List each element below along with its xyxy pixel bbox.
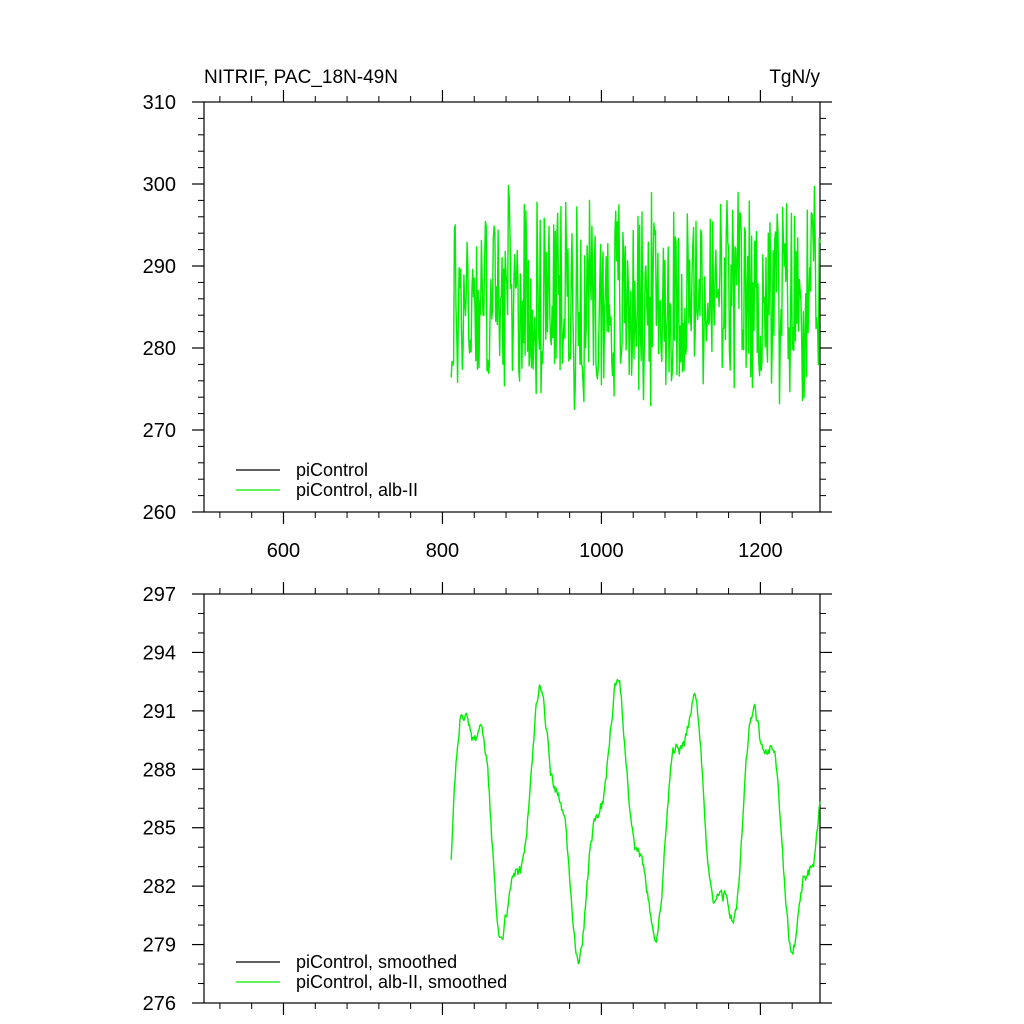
legend-label-alb-ii: piControl, alb-II: [296, 480, 418, 500]
series-line-alb-ii: [450, 678, 821, 965]
series-line-alb-ii: [450, 184, 821, 410]
y-tick-label: 276: [143, 993, 176, 1015]
y-tick-label: 291: [143, 701, 176, 723]
legend-top: piControl piControl, alb-II: [236, 460, 418, 500]
y-tick-label: 282: [143, 876, 176, 898]
legend-bottom: piControl, smoothed piControl, alb-II, s…: [236, 952, 507, 992]
x-tick-label: 800: [426, 540, 459, 562]
y-tick-label: 294: [143, 642, 176, 664]
plot-frame-top: [203, 101, 821, 513]
y-tick-label: 290: [143, 256, 176, 278]
y-tick-label: 285: [143, 818, 176, 840]
chart-panel-bottom: 276 279 282 285 288 291 294 297 piControl, smoo…: [143, 582, 832, 1015]
y-tick-label: 300: [143, 174, 176, 196]
chart-title-left: NITRIF, PAC_18N-49N: [204, 67, 398, 88]
y-tick-label: 279: [143, 935, 176, 957]
series-lines-top: [450, 184, 821, 410]
chart-panel-top: NITRIF, PAC_18N-49N TgN/y 600 800 1000 1200…: [143, 67, 832, 562]
x-tick-label: 600: [267, 540, 300, 562]
legend-label-picontrol-smoothed: piControl, smoothed: [296, 952, 457, 972]
tick-marks-bottom: [192, 582, 832, 1015]
y-tick-label: 270: [143, 420, 176, 442]
legend-label-picontrol: piControl: [296, 460, 368, 480]
tick-labels-bottom: 276 279 282 285 288 291 294 297: [143, 584, 176, 1015]
x-tick-label: 1000: [579, 540, 624, 562]
x-tick-label: 1200: [738, 540, 783, 562]
y-tick-label: 288: [143, 759, 176, 781]
y-tick-label: 297: [143, 584, 176, 606]
plot-frame-bottom: [203, 593, 821, 1004]
tick-marks-top: [192, 90, 832, 524]
series-lines-bottom: [450, 678, 821, 965]
y-tick-label: 310: [143, 92, 176, 114]
y-tick-label: 260: [143, 502, 176, 524]
chart-title-right: TgN/y: [769, 67, 820, 88]
y-tick-label: 280: [143, 338, 176, 360]
legend-label-alb-ii-smoothed: piControl, alb-II, smoothed: [296, 972, 507, 992]
tick-labels-top: 600 800 1000 1200 260 270 280 290 300 310: [143, 92, 783, 562]
